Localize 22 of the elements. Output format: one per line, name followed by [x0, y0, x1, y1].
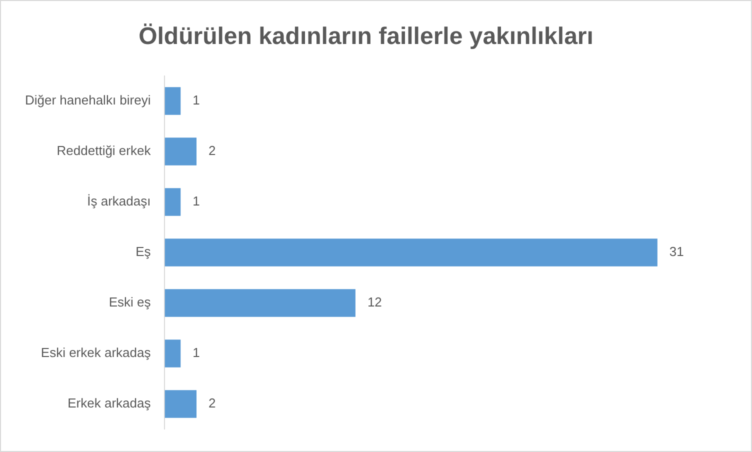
data-label: 2: [208, 143, 216, 158]
bar: [164, 87, 181, 115]
data-label: 1: [192, 92, 200, 108]
data-label: 12: [367, 294, 382, 310]
y-tick-label: İş arkadaşı: [87, 194, 151, 209]
data-label: 31: [669, 244, 684, 260]
bar: [164, 289, 356, 317]
y-tick-label: Eski erkek arkadaş: [40, 345, 152, 360]
y-tick-label: Erkek arkadaş: [68, 396, 152, 411]
y-tick-label: Reddettiği erkek: [56, 143, 152, 158]
y-tick-label: Eski eş: [108, 294, 152, 310]
bar: [164, 188, 181, 216]
y-tick-label: Eş: [136, 244, 152, 260]
chart-title: Öldürülen kadınların faillerle yakınlıkları: [138, 23, 594, 50]
data-label: 2: [208, 396, 216, 411]
y-tick-label: Diğer hanehalkı bireyi: [25, 92, 151, 108]
bar: [164, 238, 658, 266]
bar: [164, 390, 197, 418]
data-label: 1: [192, 194, 200, 209]
bar: [164, 138, 197, 166]
bar: [164, 340, 181, 368]
data-label: 1: [192, 345, 200, 360]
